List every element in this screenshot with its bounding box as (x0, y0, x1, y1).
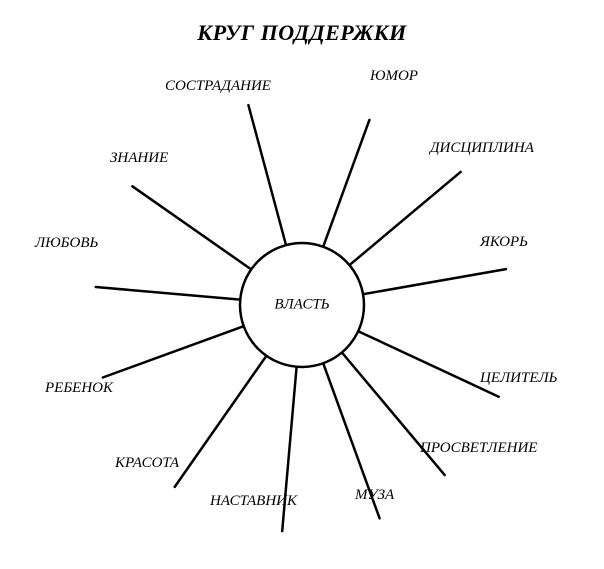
spoke-label: ЗНАНИЕ (110, 150, 168, 167)
spoke-label: МУЗА (355, 487, 394, 504)
spoke-line (175, 356, 267, 487)
spoke-label: ЦЕЛИТЕЛЬ (480, 370, 558, 387)
spoke-label: СОСТРАДАНИЕ (165, 78, 271, 95)
spoke-label: ЯКОРЬ (480, 234, 528, 251)
spoke-line (323, 120, 369, 247)
diagram-stage: КРУГ ПОДДЕРЖКИ ВЛАСТЬЮМОРДИСЦИПЛИНАЯКОРЬ… (0, 0, 604, 569)
spoke-label: ПРОСВЕТЛЕНИЕ (420, 440, 537, 457)
spoke-line (350, 172, 461, 265)
spoke-label: КРАСОТА (115, 455, 179, 472)
spoke-label: ЮМОР (370, 68, 418, 85)
spoke-line (363, 269, 506, 294)
spoke-label: ДИСЦИПЛИНА (430, 140, 534, 157)
spoke-label: ЛЮБОВЬ (35, 235, 98, 252)
spoke-line (248, 105, 286, 245)
radial-svg (0, 0, 604, 569)
spoke-line (96, 287, 240, 300)
spoke-line (358, 331, 499, 397)
spoke-label: РЕБЕНОК (45, 380, 113, 397)
spoke-label: НАСТАВНИК (210, 493, 297, 510)
spoke-line (103, 326, 244, 377)
spoke-line (132, 186, 251, 269)
center-label: ВЛАСТЬ (274, 297, 329, 314)
